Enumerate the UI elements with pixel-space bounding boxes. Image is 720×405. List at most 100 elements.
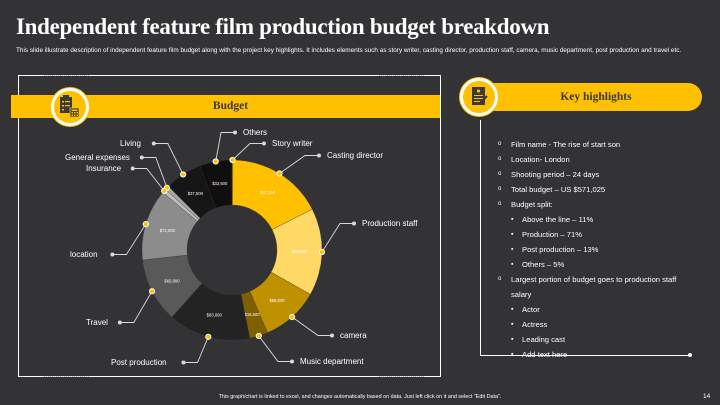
callout-label: Production staff [362,219,418,228]
square-bullet-icon: ▪ [511,246,514,253]
callout-line [232,143,264,161]
callout-label: General expenses [65,153,130,162]
footer-note: This graph/chart is linked to excel, and… [218,394,502,400]
callout-label: camera [340,331,367,340]
highlight-item: ▪ Add text here [485,347,715,362]
highlight-text: Above the line – 11% [522,215,594,224]
highlight-text: Film name - The rise of start son [511,140,621,149]
clipboard-calculator-icon [51,88,89,126]
circle-bullet-icon: o [498,141,502,147]
callout-anchor-dot [212,158,219,165]
callout-label: Music department [300,357,364,366]
callout-anchor-dot [205,333,212,340]
highlight-text: Post production – 13% [522,245,599,254]
callout-label: Travel [86,318,108,327]
callout-end-dot [330,333,334,338]
callout-end-dot [117,320,122,325]
budget-panel-frame [18,75,441,377]
highlight-item: ▪ Actor [485,302,715,317]
highlight-text: Actress [522,320,548,329]
slice-value-label: $58,000 [269,298,285,303]
highlight-text: Location- London [511,155,570,164]
slice-value-label: $18,500 [245,312,261,317]
highlight-item: o Budget split: [485,197,715,212]
highlight-text: salary [511,290,532,299]
callout-label: Story writer [272,139,313,148]
callout-end-dot [181,360,186,365]
callout-line [112,223,147,255]
circle-bullet-icon: o [498,276,502,282]
key-highlights-header-label: Key highlights [560,91,632,103]
callout-line [141,157,168,188]
square-bullet-icon: ▪ [511,321,514,328]
page-number: 14 [703,393,711,400]
callout-line [215,132,235,162]
highlight-text: Shooting period – 24 days [511,170,600,179]
frame-dotted-accent [379,75,424,76]
budget-header-label: Budget [212,100,249,112]
highlights-rule-endpoint [688,353,692,357]
callout-end-dot [130,166,135,171]
key-highlights-list: o Film name - The rise of start son o Locat… [485,137,715,362]
slice-value-label: $72,000 [160,228,176,233]
callout-line [183,336,209,363]
slice-value-label: $83,000 [207,313,223,318]
page-title: Independent feature film production budg… [16,14,550,39]
slice-value-label: $37,500 [188,191,204,196]
highlight-text: Budget split: [511,200,553,209]
frame-dotted-accent [44,376,89,377]
callout-line [119,290,153,323]
callout-label: Others [243,128,268,137]
page-subtitle: This slide illustrate description of ind… [16,47,682,54]
highlight-item: salary [485,287,715,302]
highlight-item: o Location- London [485,152,715,167]
highlight-item: ▪ Actress [485,317,715,332]
highlight-item: o Film name - The rise of start son [485,137,715,152]
callout-anchor-dot [180,171,187,178]
slice-value-label: $88,000 [292,249,308,254]
document-pen-icon [460,78,498,116]
callout-end-dot [317,153,321,158]
highlight-item: ▪ Post production – 13% [485,242,715,257]
callout-line [132,168,165,192]
callout-label: Casting director [327,151,384,160]
highlights-horizontal-rule [480,355,690,356]
highlight-text: Production – 71% [522,230,582,239]
callout-line [321,223,354,253]
callout-anchor-dot [276,170,283,177]
callout-line [291,316,332,336]
callout-label: Living [120,139,141,148]
highlights-vertical-rule [480,120,481,356]
highlight-text: Leading cast [522,335,566,344]
frame-dotted-accent [379,376,424,377]
callout-line [279,155,319,174]
callout-end-dot [139,155,144,160]
highlight-item: ▪ Above the line – 11% [485,212,715,227]
square-bullet-icon: ▪ [511,261,514,268]
square-bullet-icon: ▪ [511,336,514,343]
donut-slice[interactable] [199,159,233,209]
slice-value-label: $65,000 [164,278,180,283]
square-bullet-icon: ▪ [511,216,514,223]
callout-end-dot [352,221,356,226]
frame-dotted-accent [44,75,89,76]
key-highlights-header-bar: Key highlights [470,83,702,111]
highlight-item: o Shooting period – 24 days [485,167,715,182]
highlight-item: ▪ Others – 5% [485,257,715,272]
callout-anchor-dot [229,156,236,164]
callout-line [258,335,292,362]
highlight-text: Largest portion of budget goes to produc… [511,275,677,284]
callout-end-dot [290,359,294,364]
highlight-text: Add text here [522,350,568,359]
callout-end-dot [233,130,237,135]
circle-bullet-icon: o [498,171,502,177]
budget-header-bar: Budget [11,95,440,118]
highlight-item: ▪ Production – 71% [485,227,715,242]
circle-bullet-icon: o [498,156,502,162]
callout-anchor-dot [148,288,156,295]
callout-anchor-dot [318,248,326,256]
callout-anchor-dot [255,332,262,340]
square-bullet-icon: ▪ [511,351,514,358]
circle-bullet-icon: o [498,186,502,192]
